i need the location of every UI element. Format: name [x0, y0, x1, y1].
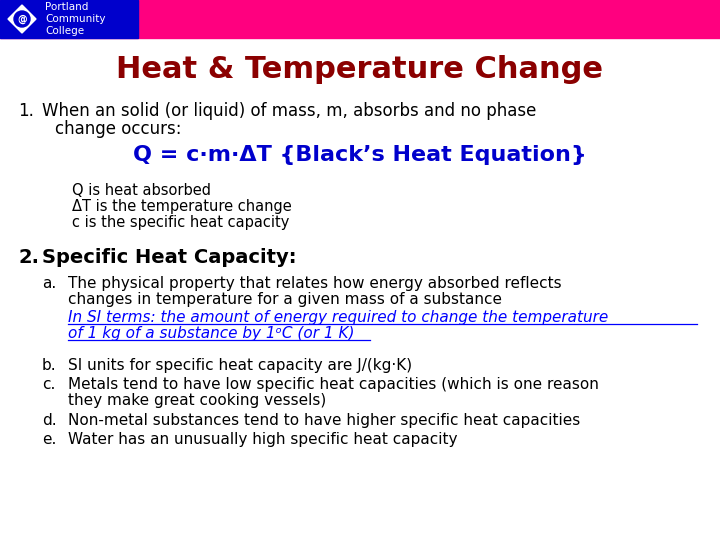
- Text: c is the specific heat capacity: c is the specific heat capacity: [72, 215, 289, 230]
- Text: a.: a.: [42, 276, 56, 291]
- Text: 2.: 2.: [18, 248, 39, 267]
- Text: Non-metal substances tend to have higher specific heat capacities: Non-metal substances tend to have higher…: [68, 413, 580, 428]
- Text: d.: d.: [42, 413, 57, 428]
- Text: b.: b.: [42, 358, 57, 373]
- Circle shape: [14, 11, 30, 27]
- Text: ΔT is the temperature change: ΔT is the temperature change: [72, 199, 292, 214]
- Text: changes in temperature for a given mass of a substance: changes in temperature for a given mass …: [68, 292, 502, 307]
- Text: Q is heat absorbed: Q is heat absorbed: [72, 183, 211, 198]
- Text: SI units for specific heat capacity are J/(kg·K): SI units for specific heat capacity are …: [68, 358, 412, 373]
- Bar: [0, 0, 720, 38]
- Text: Heat & Temperature Change: Heat & Temperature Change: [117, 56, 603, 84]
- Text: c.: c.: [42, 377, 55, 392]
- Bar: [0, 0, 138, 38]
- Text: Metals tend to have low specific heat capacities (which is one reason: Metals tend to have low specific heat ca…: [68, 377, 599, 392]
- Text: 1.: 1.: [18, 102, 34, 120]
- Polygon shape: [8, 5, 36, 33]
- Text: The physical property that relates how energy absorbed reflects: The physical property that relates how e…: [68, 276, 562, 291]
- Text: Water has an unusually high specific heat capacity: Water has an unusually high specific hea…: [68, 432, 457, 447]
- Text: of 1 kg of a substance by 1ᵒC (or 1 K): of 1 kg of a substance by 1ᵒC (or 1 K): [68, 326, 354, 341]
- Text: Q = c·m·ΔT {Black’s Heat Equation}: Q = c·m·ΔT {Black’s Heat Equation}: [133, 145, 587, 165]
- Text: e.: e.: [42, 432, 56, 447]
- Text: Specific Heat Capacity:: Specific Heat Capacity:: [42, 248, 297, 267]
- Text: they make great cooking vessels): they make great cooking vessels): [68, 393, 326, 408]
- Text: @: @: [17, 14, 27, 24]
- Text: Portland
Community
College: Portland Community College: [45, 2, 106, 36]
- Text: change occurs:: change occurs:: [55, 120, 181, 138]
- Text: When an solid (or liquid) of mass, m, absorbs and no phase: When an solid (or liquid) of mass, m, ab…: [42, 102, 536, 120]
- Text: In SI terms: the amount of energy required to change the temperature: In SI terms: the amount of energy requir…: [68, 310, 608, 325]
